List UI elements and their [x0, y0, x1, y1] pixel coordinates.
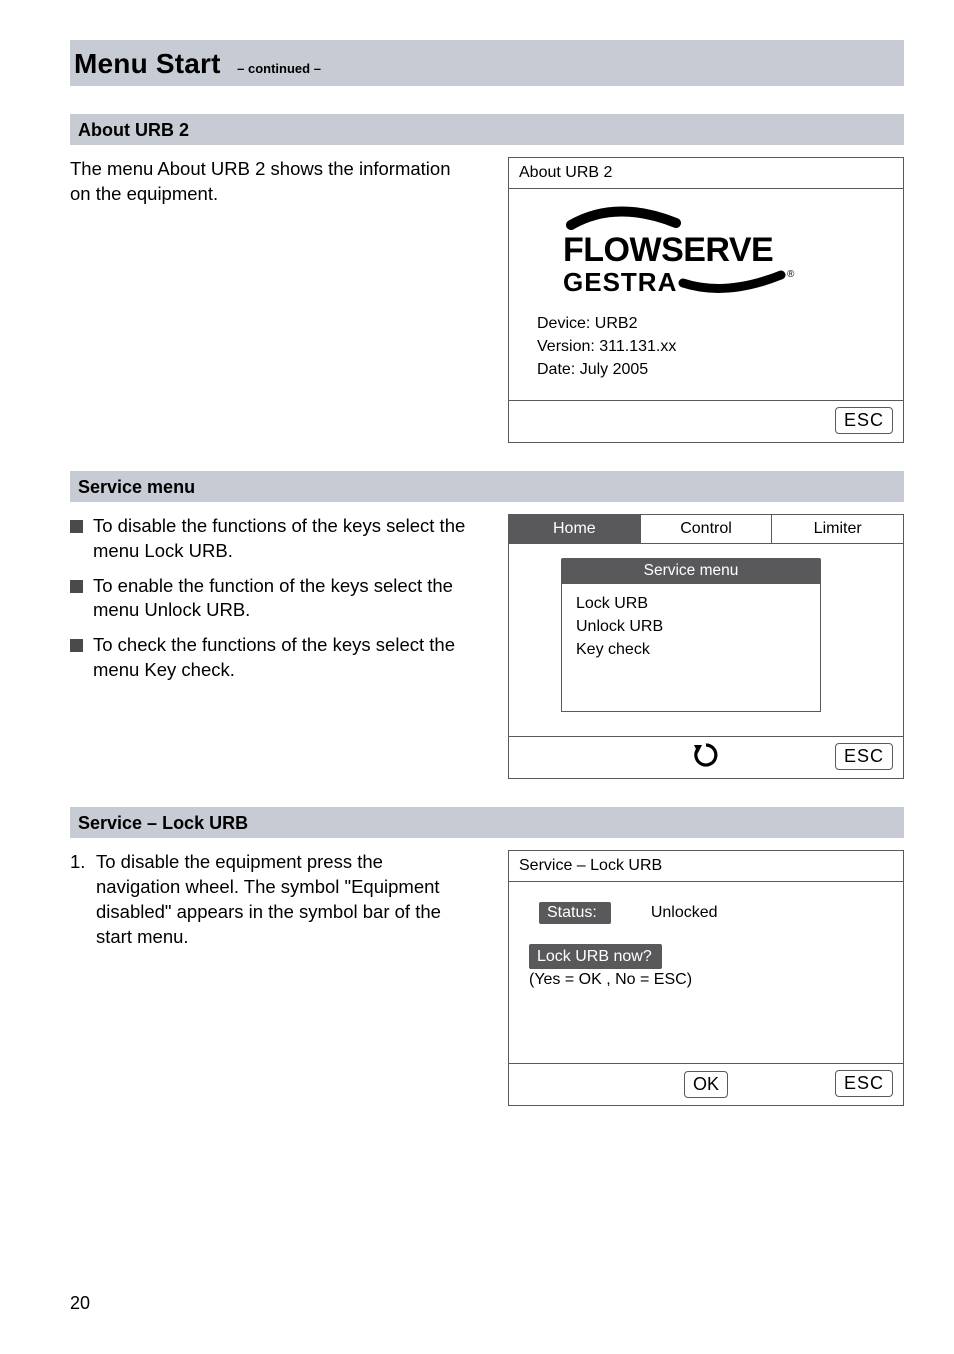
page-heading-band: Menu Start – continued –: [70, 40, 904, 86]
ok-button[interactable]: OK: [684, 1071, 728, 1098]
section-bar-lock: Service – Lock URB: [70, 807, 904, 838]
status-label: Status:: [539, 902, 611, 924]
device-line: Device: URB2: [537, 312, 889, 335]
bullet-text-3: To check the functions of the keys selec…: [93, 633, 470, 683]
version-value: 311.131.xx: [599, 338, 676, 355]
date-value: July 2005: [580, 361, 649, 378]
about-screen-title: About URB 2: [509, 158, 903, 189]
bullet-text-2: To enable the function of the keys selec…: [93, 574, 470, 624]
menu-item-lock[interactable]: Lock URB: [576, 592, 806, 615]
flowserve-logo: FLOWSERVE GESTRA ®: [531, 205, 889, 302]
page-continued: – continued –: [237, 61, 321, 76]
tab-limiter[interactable]: Limiter: [772, 514, 904, 544]
service-menu-title: Service menu: [561, 558, 821, 584]
date-label: Date:: [537, 361, 580, 378]
tab-control[interactable]: Control: [641, 514, 773, 544]
menu-item-unlock[interactable]: Unlock URB: [576, 615, 806, 638]
about-text: The menu About URB 2 shows the informati…: [70, 157, 470, 443]
refresh-icon[interactable]: [692, 741, 720, 774]
bullet-text-1: To disable the functions of the keys sel…: [93, 514, 470, 564]
device-label: Device:: [537, 315, 595, 332]
list-text-1: To disable the equipment press the navig…: [96, 850, 470, 950]
svg-text:GESTRA: GESTRA: [563, 267, 677, 297]
date-line: Date: July 2005: [537, 358, 889, 381]
about-screen: About URB 2 FLOWSERVE GESTRA: [508, 157, 904, 443]
service-menu-box: Service menu Lock URB Unlock URB Key che…: [561, 558, 821, 713]
lock-screen-title: Service – Lock URB: [509, 851, 903, 882]
esc-button[interactable]: ESC: [835, 1070, 893, 1097]
version-line: Version: 311.131.xx: [537, 335, 889, 358]
menu-item-keycheck[interactable]: Key check: [576, 638, 806, 661]
page-number: 20: [70, 1293, 90, 1314]
esc-button[interactable]: ESC: [835, 743, 893, 770]
svg-text:FLOWSERVE: FLOWSERVE: [563, 231, 773, 269]
tab-home[interactable]: Home: [508, 514, 641, 544]
status-value: Unlocked: [651, 904, 718, 922]
section-bar-about: About URB 2: [70, 114, 904, 145]
bullet-icon: [70, 639, 83, 652]
bullet-icon: [70, 520, 83, 533]
service-menu-screen: Home Control Limiter Service menu Lock U…: [508, 514, 904, 780]
section-bar-service: Service menu: [70, 471, 904, 502]
lock-hint: (Yes = OK , No = ESC): [529, 971, 891, 989]
bullet-icon: [70, 580, 83, 593]
version-label: Version:: [537, 338, 599, 355]
esc-button[interactable]: ESC: [835, 407, 893, 434]
svg-text:®: ®: [787, 269, 795, 280]
lock-prompt: Lock URB now?: [529, 944, 662, 969]
page-title: Menu Start: [74, 48, 221, 79]
list-number-1: 1.: [70, 850, 86, 950]
lock-screen: Service – Lock URB Status: Unlocked Lock…: [508, 850, 904, 1106]
device-value: URB2: [595, 315, 638, 332]
